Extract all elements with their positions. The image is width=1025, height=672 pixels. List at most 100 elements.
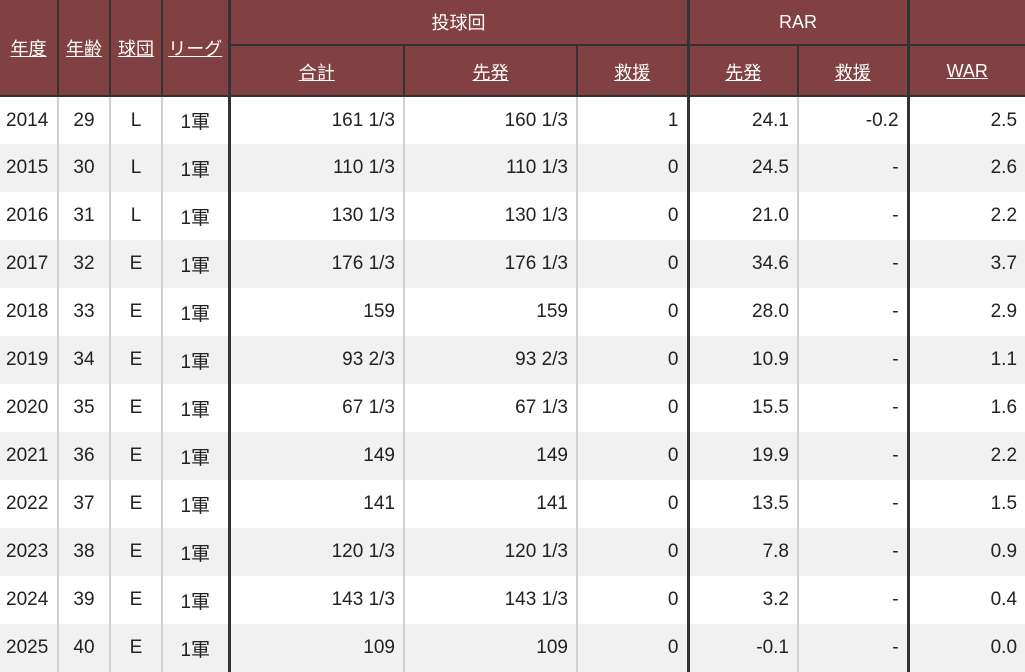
- cell-league: 1軍: [161, 624, 229, 672]
- cell-league: 1軍: [161, 528, 229, 576]
- cell-war: 0.0: [906, 624, 1025, 672]
- cell-team: L: [109, 96, 162, 144]
- cell-age: 33: [57, 288, 110, 336]
- cell-rar-start: 10.9: [686, 336, 798, 384]
- cell-war: 2.6: [906, 144, 1025, 192]
- cell-year: 2019: [0, 336, 58, 384]
- cell-ip-start: 110 1/3: [403, 144, 577, 192]
- table-row: 2019 34 E 1軍 93 2/3 93 2/3 0 10.9-1.1: [0, 336, 1025, 384]
- cell-ip-relief: 0: [576, 480, 688, 528]
- cell-rar-relief: -: [796, 384, 909, 432]
- cell-ip-start: 176 1/3: [403, 240, 577, 288]
- cell-rar-start: 19.9: [686, 432, 798, 480]
- sort-ip-total[interactable]: 合計: [227, 45, 404, 97]
- cell-team: E: [109, 480, 162, 528]
- cell-ip-start: 120 1/3: [403, 528, 577, 576]
- cell-rar-relief: -: [796, 240, 909, 288]
- cell-team: E: [109, 528, 162, 576]
- sort-team[interactable]: 球団: [109, 0, 162, 97]
- cell-rar-relief: -: [796, 432, 909, 480]
- cell-war: 2.2: [906, 432, 1025, 480]
- cell-team: E: [109, 576, 162, 624]
- cell-rar-relief: -: [796, 624, 909, 672]
- cell-year: 2021: [0, 432, 58, 480]
- cell-ip-total: 176 1/3: [227, 240, 404, 288]
- cell-age: 39: [57, 576, 110, 624]
- cell-year: 2022: [6, 493, 49, 514]
- table-row: 2023 38 E 1軍 120 1/3 120 1/3 0 7.8-0.9: [0, 528, 1025, 576]
- cell-ip-total: 141: [227, 480, 404, 528]
- table-row: 2015 30 L 1軍 110 1/3 110 1/3 0 24.5-2.6: [0, 144, 1025, 192]
- cell-rar-start: 13.5: [686, 480, 798, 528]
- cell-war: 2.5: [906, 96, 1025, 144]
- cell-year: 2023: [0, 528, 58, 576]
- cell-league: 1軍: [161, 192, 229, 240]
- cell-league: 1軍: [161, 240, 229, 288]
- cell-war: 0.4: [906, 576, 1025, 624]
- table-row: 2017 32 E 1軍 176 1/3 176 1/3 0 34.6-3.7: [0, 240, 1025, 288]
- table-row: 2014 29 L 1軍 161 1/3 160 1/3 1 24.1 -0.2 2.5: [0, 96, 1025, 144]
- cell-war: 2.2: [906, 192, 1025, 240]
- cell-ip-relief: 1: [576, 96, 688, 144]
- cell-rar-relief: -: [796, 144, 909, 192]
- cell-rar-relief: -: [796, 528, 909, 576]
- cell-ip-total: 143 1/3: [227, 576, 404, 624]
- cell-team: L: [109, 144, 162, 192]
- cell-rar-relief: -: [796, 192, 909, 240]
- cell-rar-start: -0.1: [686, 624, 798, 672]
- cell-team: E: [109, 240, 162, 288]
- cell-year: 2015: [0, 144, 58, 192]
- cell-age: 37: [57, 480, 110, 528]
- cell-rar-start: 15.5: [686, 384, 798, 432]
- cell-age: 40: [57, 624, 110, 672]
- sort-rar-start[interactable]: 先発: [686, 45, 798, 97]
- cell-ip-relief: 0: [576, 432, 688, 480]
- cell-team: E: [109, 384, 162, 432]
- table-row: 2021 36 E 1軍 149 149 0 19.9-2.2: [0, 432, 1025, 480]
- group-rar: RAR: [686, 0, 909, 46]
- cell-team: E: [109, 336, 162, 384]
- sort-league[interactable]: リーグ: [161, 0, 229, 97]
- cell-age: 30: [57, 144, 110, 192]
- table-row: 2022 37 E 1軍 141 141 0 13.5-1.5: [0, 480, 1025, 528]
- cell-ip-relief: 0: [576, 384, 688, 432]
- cell-ip-total: 120 1/3: [227, 528, 404, 576]
- sort-ip-start[interactable]: 先発: [403, 45, 577, 97]
- cell-league: 1軍: [161, 432, 229, 480]
- cell-ip-start: 141: [403, 480, 577, 528]
- cell-ip-start: 149: [403, 432, 577, 480]
- cell-year: 2017: [0, 240, 58, 288]
- cell-rar-relief: -: [796, 480, 909, 528]
- sort-war[interactable]: WAR: [906, 45, 1025, 97]
- cell-league: 1軍: [161, 576, 229, 624]
- cell-rar-relief: -: [796, 336, 909, 384]
- cell-year: 2025: [0, 624, 58, 672]
- sort-year[interactable]: 年度: [0, 0, 58, 97]
- sort-age[interactable]: 年齢: [57, 0, 110, 97]
- table-row: 2018 33 E 1軍 159 159 0 28.0-2.9: [0, 288, 1025, 336]
- group-innings: 投球回: [227, 0, 688, 46]
- cell-age: 36: [57, 432, 110, 480]
- cell-team: E: [109, 432, 162, 480]
- cell-ip-relief: 0: [576, 624, 688, 672]
- cell-ip-relief: 0: [576, 288, 688, 336]
- cell-ip-relief: 0: [576, 192, 688, 240]
- cell-war: 0.9: [906, 528, 1025, 576]
- cell-rar-start: 34.6: [686, 240, 798, 288]
- cell-age: 38: [57, 528, 110, 576]
- cell-war: 1.6: [906, 384, 1025, 432]
- sort-rar-relief[interactable]: 救援: [796, 45, 909, 97]
- cell-year: 2014: [6, 109, 49, 131]
- cell-rar-start: 24.1: [686, 96, 798, 144]
- cell-league: 1軍: [161, 336, 229, 384]
- cell-ip-total: 109: [227, 624, 404, 672]
- cell-league: 1軍: [161, 144, 229, 192]
- cell-team: L: [109, 192, 162, 240]
- cell-league: 1軍: [161, 480, 229, 528]
- sort-ip-relief[interactable]: 救援: [576, 45, 688, 97]
- cell-age: 35: [57, 384, 110, 432]
- cell-league: 1軍: [161, 384, 229, 432]
- cell-ip-start: 109: [403, 624, 577, 672]
- cell-year: 2024: [6, 589, 49, 610]
